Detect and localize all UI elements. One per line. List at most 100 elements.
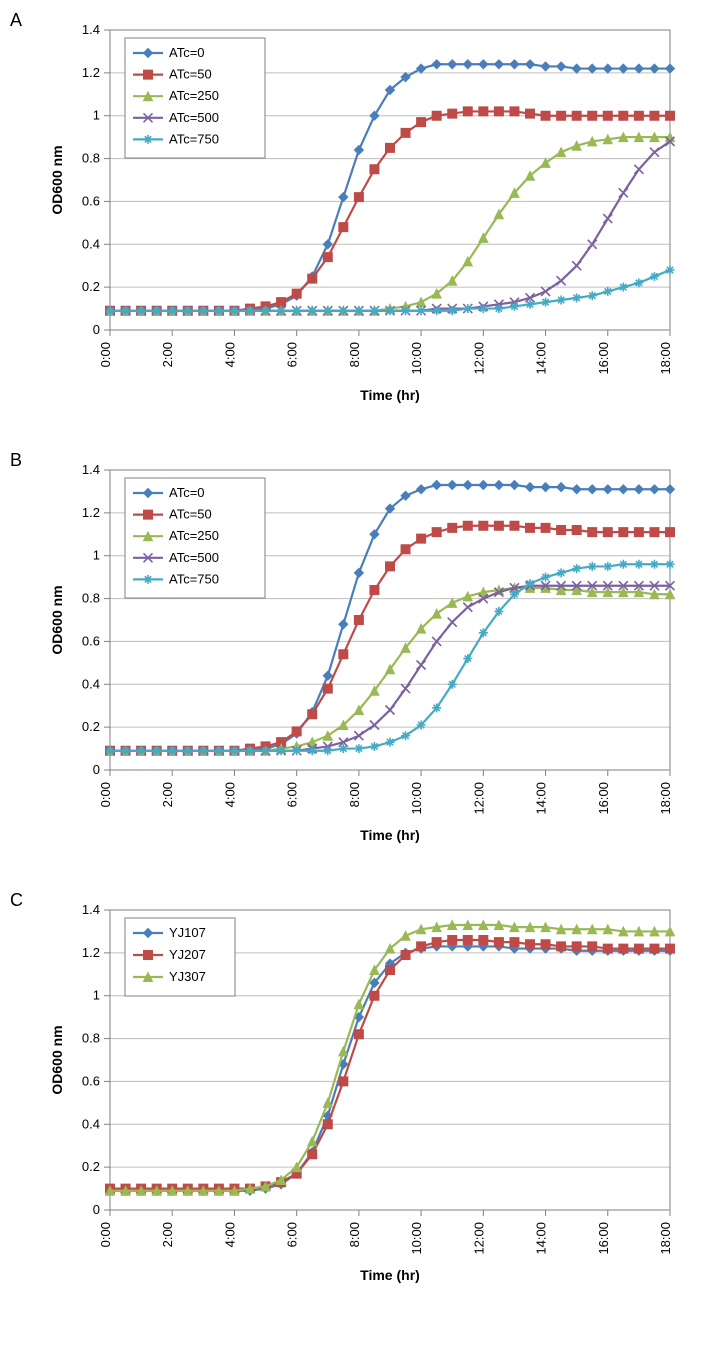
series-marker	[432, 60, 441, 69]
series-marker	[619, 64, 628, 73]
legend-label: ATc=50	[169, 507, 212, 522]
y-tick-label: 0.8	[82, 1031, 100, 1046]
series-marker	[308, 274, 317, 283]
legend-label: ATc=500	[169, 550, 219, 565]
legend-label: ATc=50	[169, 67, 212, 82]
legend-label: ATc=250	[169, 528, 219, 543]
x-tick-label: 4:00	[222, 782, 237, 807]
series-marker	[401, 128, 410, 137]
chart-container: 00.20.40.60.811.21.40:002:004:006:008:00…	[40, 890, 700, 1310]
series-marker	[603, 485, 612, 494]
x-tick-label: 14:00	[534, 782, 549, 815]
series-marker	[666, 485, 675, 494]
series-marker	[479, 521, 488, 530]
series-marker	[619, 283, 628, 292]
x-tick-label: 0:00	[98, 1222, 113, 1247]
series-marker	[557, 483, 566, 492]
series-marker	[386, 706, 395, 715]
series-marker	[354, 616, 363, 625]
series-marker	[588, 562, 597, 571]
x-tick-label: 8:00	[347, 782, 362, 807]
series-marker	[634, 485, 643, 494]
series-marker	[572, 942, 581, 951]
series-marker	[510, 481, 519, 490]
series-marker	[526, 60, 535, 69]
legend-label: ATc=0	[169, 45, 205, 60]
series-marker	[541, 573, 550, 582]
series-marker	[572, 261, 581, 270]
series-marker	[588, 528, 597, 537]
series-marker	[479, 304, 488, 313]
series-marker	[634, 528, 643, 537]
series-marker	[463, 60, 472, 69]
x-tick-label: 8:00	[347, 1222, 362, 1247]
y-tick-label: 0.8	[82, 591, 100, 606]
series-marker	[417, 661, 426, 670]
series-marker	[541, 298, 550, 307]
series-marker	[386, 966, 395, 975]
y-tick-label: 0.2	[82, 1159, 100, 1174]
series-marker	[432, 111, 441, 120]
series-marker	[137, 306, 146, 315]
series-marker	[666, 528, 675, 537]
y-axis-label: OD600 nm	[49, 1025, 65, 1094]
series-marker	[292, 306, 301, 315]
series-marker	[588, 942, 597, 951]
series-marker	[417, 485, 426, 494]
legend-label: ATc=750	[169, 131, 219, 146]
series-marker	[323, 306, 332, 315]
y-tick-label: 0.4	[82, 236, 100, 251]
series-marker	[339, 1077, 348, 1086]
series-marker	[526, 523, 535, 532]
series-marker	[246, 306, 255, 315]
series-marker	[339, 650, 348, 659]
x-tick-label: 18:00	[658, 1222, 673, 1255]
series-marker	[510, 521, 519, 530]
legend-label: YJ307	[169, 969, 206, 984]
series-marker	[401, 684, 410, 693]
x-tick-label: 4:00	[222, 342, 237, 367]
series-marker	[666, 64, 675, 73]
series-marker	[261, 306, 270, 315]
series-marker	[292, 289, 301, 298]
y-tick-label: 0	[93, 1202, 100, 1217]
y-tick-label: 0.8	[82, 151, 100, 166]
series-marker	[588, 291, 597, 300]
series-marker	[650, 485, 659, 494]
series-marker	[603, 111, 612, 120]
x-axis-label: Time (hr)	[360, 827, 420, 843]
series-marker	[634, 111, 643, 120]
y-tick-label: 1	[93, 988, 100, 1003]
series-marker	[588, 111, 597, 120]
series-marker	[463, 107, 472, 116]
series-marker	[308, 1137, 317, 1146]
series-marker	[354, 744, 363, 753]
x-tick-label: 16:00	[596, 1222, 611, 1255]
series-marker	[619, 944, 628, 953]
series-marker	[448, 936, 457, 945]
legend-label: ATc=250	[169, 88, 219, 103]
series-marker	[603, 64, 612, 73]
series-marker	[510, 60, 519, 69]
chart: 00.20.40.60.811.21.40:002:004:006:008:00…	[40, 10, 690, 430]
series-marker	[323, 253, 332, 262]
y-axis-label: OD600 nm	[49, 145, 65, 214]
series-marker	[401, 951, 410, 960]
x-tick-label: 2:00	[160, 342, 175, 367]
series-marker	[479, 936, 488, 945]
x-tick-label: 6:00	[285, 1222, 300, 1247]
series-marker	[588, 64, 597, 73]
series-marker	[541, 940, 550, 949]
series-marker	[432, 481, 441, 490]
y-tick-label: 0	[93, 762, 100, 777]
series-marker	[323, 240, 332, 249]
series-marker	[619, 485, 628, 494]
series-marker	[308, 306, 317, 315]
series-marker	[417, 118, 426, 127]
series-marker	[494, 107, 503, 116]
series-marker	[370, 991, 379, 1000]
series-line	[110, 137, 670, 311]
series-marker	[650, 64, 659, 73]
series-marker	[463, 481, 472, 490]
series-marker	[448, 109, 457, 118]
